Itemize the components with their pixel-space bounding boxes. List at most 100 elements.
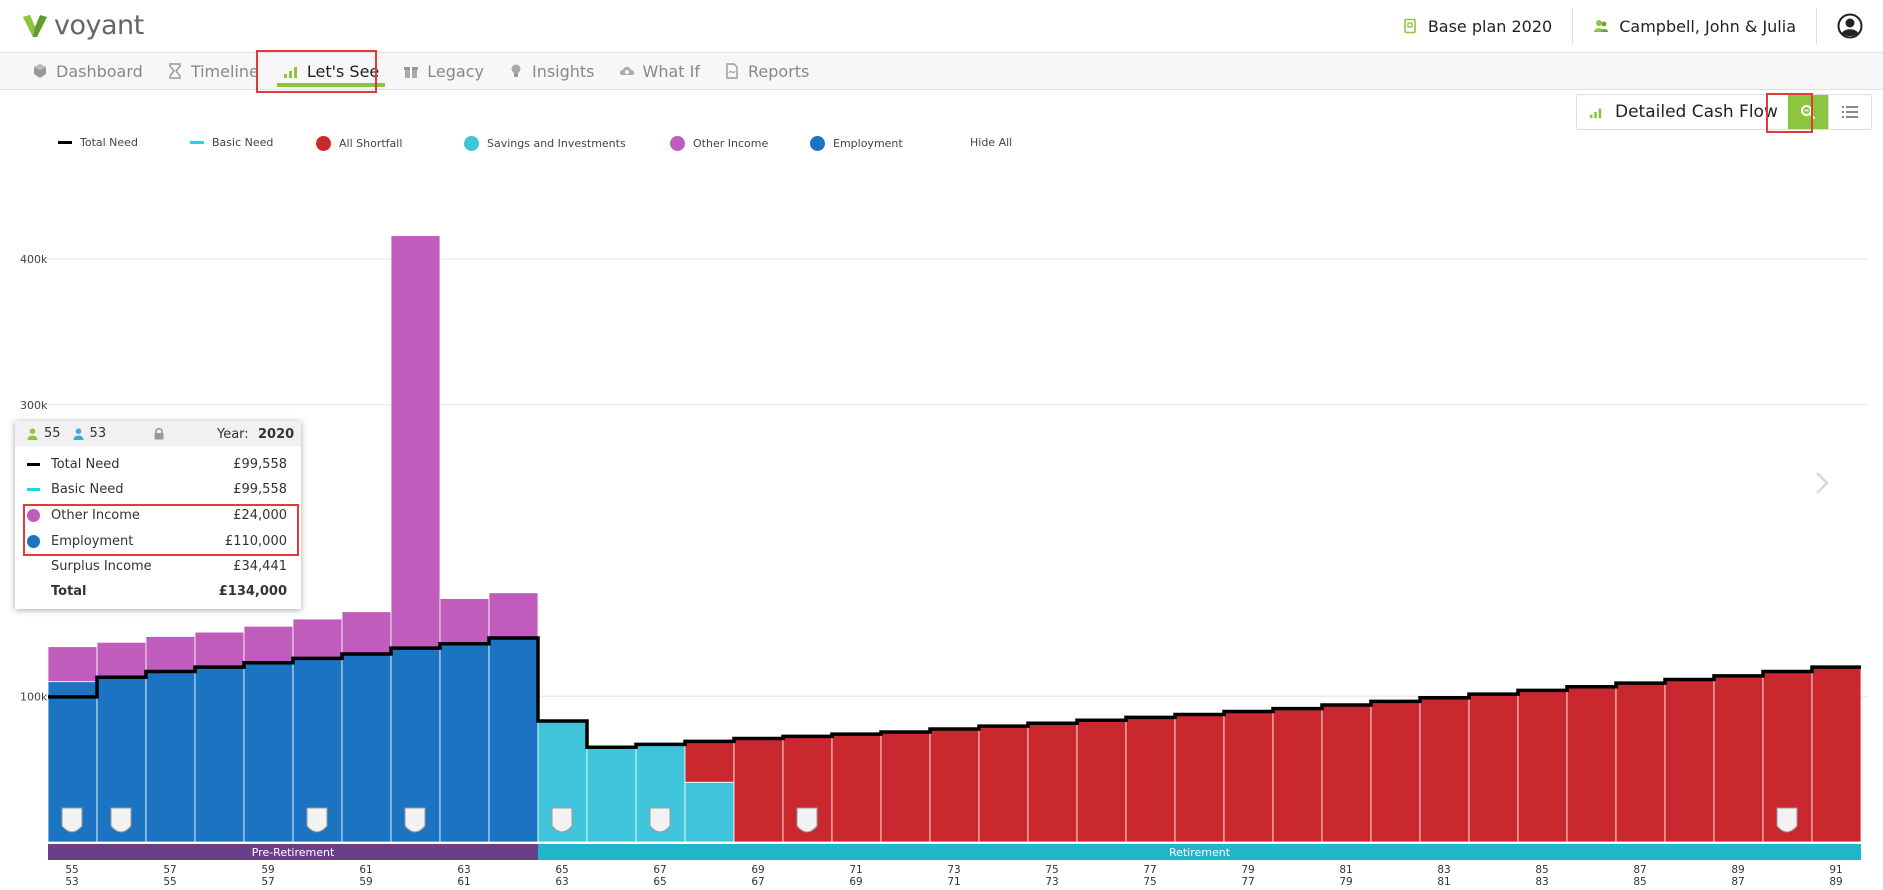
row-label: Surplus Income [51, 558, 152, 574]
zoom-button[interactable] [1787, 95, 1828, 129]
row-value: £99,558 [233, 456, 287, 472]
event-marker-icon [110, 807, 132, 833]
tab-what-if[interactable]: What If [607, 53, 712, 89]
legend-item-all-shortfall[interactable]: All Shortfall [316, 136, 402, 151]
row-label: Total [51, 583, 87, 599]
y-tick-label: 400k [20, 253, 48, 266]
plan-label: Base plan 2020 [1427, 16, 1553, 36]
list-view-button[interactable] [1827, 95, 1871, 129]
view-selector[interactable]: Detailed Cash Flow [1577, 95, 1788, 129]
age-label-primary: 59 [261, 864, 274, 876]
row-value: £110,000 [224, 533, 287, 549]
bar-all-shortfall [1321, 704, 1372, 843]
view-title: Detailed Cash Flow [1615, 102, 1778, 122]
hourglass-icon [169, 63, 181, 79]
voyant-logo-icon [23, 14, 47, 37]
bar-chart-icon [283, 67, 297, 78]
bar-employment [341, 653, 392, 843]
person-icon [73, 427, 84, 440]
age-label-secondary: 87 [1731, 876, 1744, 888]
age-label-secondary: 81 [1437, 876, 1450, 888]
row-label: Total Need [51, 456, 120, 472]
legend-item-basic-need[interactable]: Basic Need [190, 136, 273, 149]
legend-item-employment[interactable]: Employment [810, 136, 903, 151]
bar-all-shortfall [1566, 686, 1617, 843]
age-label-secondary: 67 [751, 876, 764, 888]
tab-legacy[interactable]: Legacy [391, 53, 496, 89]
legend-item-savings[interactable]: Savings and Investments [464, 136, 626, 151]
phase-label: Pre-Retirement [252, 846, 335, 859]
tab-dashboard[interactable]: Dashboard [20, 53, 155, 89]
age-label-primary: 73 [947, 864, 960, 876]
users-icon [1594, 20, 1609, 32]
bar-all-shortfall [929, 728, 980, 843]
event-marker-icon [61, 807, 83, 833]
bar-all-shortfall [1125, 716, 1176, 843]
bar-all-shortfall [1174, 714, 1225, 843]
total-need-line [48, 636, 1861, 750]
voyant-logo[interactable]: voyant [22, 10, 144, 41]
bar-other-income [243, 625, 294, 664]
age-label-primary: 77 [1143, 864, 1156, 876]
age-label-secondary: 73 [1045, 876, 1058, 888]
tooltip-header: 55 53 Year: 2020 [15, 421, 301, 446]
logo-text: voyant [54, 10, 144, 41]
dot-swatch-icon [670, 136, 685, 151]
age-label-secondary: 83 [1535, 876, 1548, 888]
tab-insights[interactable]: Insights [496, 53, 607, 89]
bar-employment [243, 662, 294, 843]
tab-reports[interactable]: Reports [712, 53, 821, 89]
legend-label: All Shortfall [339, 137, 403, 150]
client-selector[interactable]: Campbell, John & Julia [1573, 8, 1817, 44]
age-label-primary: 81 [1339, 864, 1352, 876]
age-label-secondary: 59 [359, 876, 372, 888]
age-label-primary: 55 [65, 864, 78, 876]
line-swatch-icon [58, 141, 72, 144]
y-tick-label: 300k [20, 399, 48, 412]
row-value: £24,000 [233, 507, 287, 523]
bar-all-shortfall [1664, 679, 1715, 843]
age-label-primary: 61 [359, 864, 372, 876]
tab-label: Let's See [306, 61, 380, 81]
bar-other-income [47, 646, 98, 683]
bar-all-shortfall [978, 725, 1029, 843]
bar-other-income [439, 598, 490, 645]
plan-selector[interactable]: Base plan 2020 [1382, 8, 1574, 44]
age-label-primary: 57 [163, 864, 176, 876]
age-label-primary: 79 [1241, 864, 1254, 876]
bar-all-shortfall [1419, 697, 1470, 843]
legend-item-total-need[interactable]: Total Need [58, 136, 138, 149]
bar-employment [439, 643, 490, 843]
tab-label: Insights [531, 61, 595, 81]
lock-icon[interactable] [153, 427, 165, 440]
user-menu[interactable] [1817, 8, 1883, 44]
bar-all-shortfall [1027, 722, 1078, 843]
chevron-right-icon[interactable] [1812, 470, 1832, 496]
dot-swatch-icon [810, 136, 825, 151]
bar-other-income [341, 611, 392, 655]
age-label-secondary: 63 [555, 876, 568, 888]
highlight-income-rows [23, 504, 299, 556]
tooltip-row-total: Total £134,000 [27, 581, 287, 601]
age-secondary: 53 [89, 426, 107, 441]
bar-other-income [390, 235, 441, 649]
tab-timeline[interactable]: Timeline [155, 53, 271, 89]
bar-other-income [96, 641, 147, 678]
age-label-secondary: 77 [1241, 876, 1254, 888]
age-label-secondary: 79 [1339, 876, 1352, 888]
legend-item-other-income[interactable]: Other Income [670, 136, 768, 151]
bar-all-shortfall [1272, 708, 1323, 843]
tab-lets-see[interactable]: Let's See [271, 53, 391, 89]
dot-swatch-icon [316, 136, 331, 151]
bar-all-shortfall [1468, 693, 1519, 843]
row-label: Employment [51, 533, 134, 549]
highlight-lets-see-tab [256, 50, 377, 93]
age-label-secondary: 71 [947, 876, 960, 888]
hide-all-toggle[interactable]: Hide All [970, 136, 1012, 149]
bar-all-shortfall [880, 731, 931, 843]
age-label-primary: 87 [1633, 864, 1646, 876]
age-label-primary: 69 [751, 864, 764, 876]
age-label-secondary: 53 [65, 876, 78, 888]
row-label: Basic Need [51, 481, 124, 497]
